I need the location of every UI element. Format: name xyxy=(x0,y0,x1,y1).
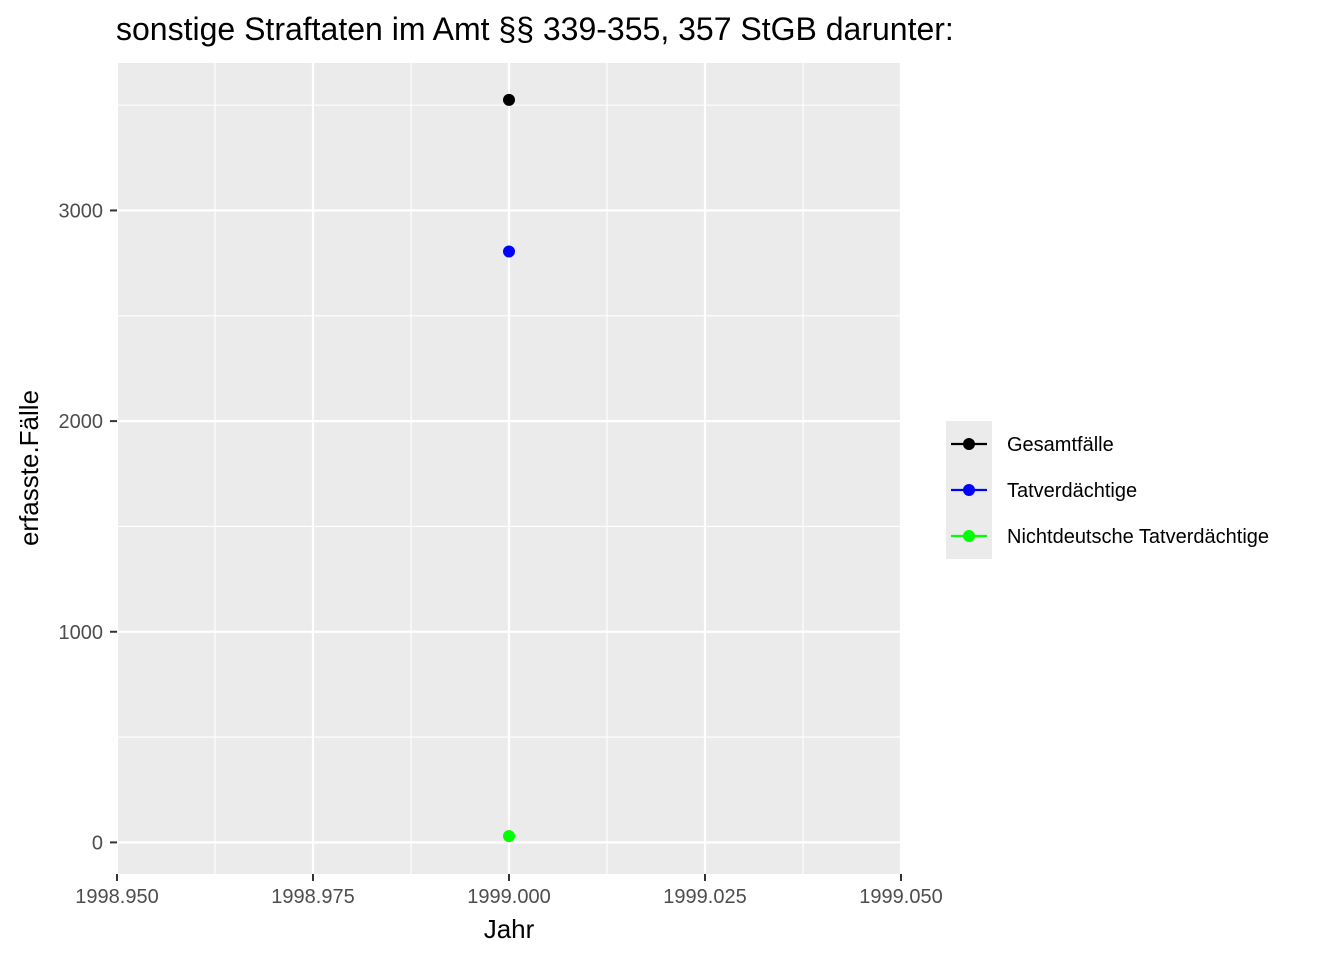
data-points xyxy=(503,93,515,843)
major-gridlines xyxy=(115,63,903,874)
data-point xyxy=(503,245,515,258)
data-point xyxy=(503,93,515,106)
legend-key-point xyxy=(963,530,975,542)
data-point xyxy=(503,830,515,843)
chart-title: sonstige Straftaten im Amt §§ 339-355, 3… xyxy=(116,11,954,47)
y-tick-label: 3000 xyxy=(59,200,104,222)
legend: Gesamtfälle Tatverdächtige Nichtdeutsche T… xyxy=(946,421,1269,559)
y-tick-label: 1000 xyxy=(59,622,104,644)
y-tick-label: 0 xyxy=(92,832,103,854)
x-tick-label: 1998.950 xyxy=(75,886,158,908)
x-tick-label: 1999.000 xyxy=(467,886,550,908)
x-tick-label: 1999.025 xyxy=(663,886,746,908)
legend-key-point xyxy=(963,484,975,496)
y-tick-label: 2000 xyxy=(59,411,104,433)
legend-label: Tatverdächtige xyxy=(1007,480,1137,502)
x-tick-label: 1998.975 xyxy=(271,886,354,908)
x-axis: 1998.950 1998.975 1999.000 1999.025 1999.050 xyxy=(75,874,943,908)
legend-label: Nichtdeutsche Tatverdächtige xyxy=(1007,526,1269,548)
x-tick-label: 1999.050 xyxy=(859,886,942,908)
legend-key-point xyxy=(963,438,975,450)
legend-label: Gesamtfälle xyxy=(1007,434,1114,456)
y-axis-title: erfasste.Fälle xyxy=(14,390,44,546)
x-axis-title: Jahr xyxy=(484,914,535,944)
y-axis: 0 1000 2000 3000 xyxy=(59,200,117,854)
